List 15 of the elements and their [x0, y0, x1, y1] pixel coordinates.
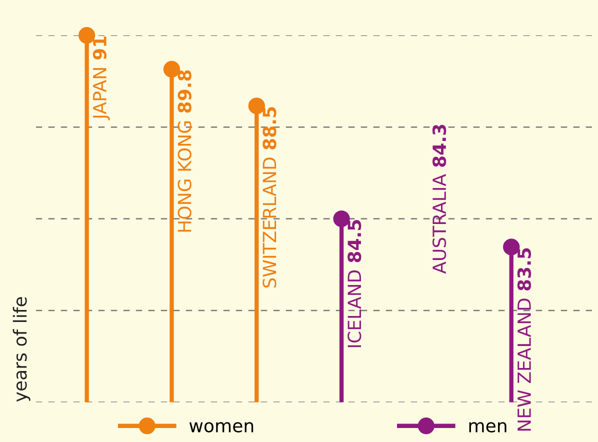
- data-label: 83.5: [517, 248, 532, 290]
- data-label: 88.5: [262, 107, 276, 150]
- data-label: 89.8: [178, 70, 192, 113]
- y-axis-title: years of life: [12, 297, 30, 402]
- x-tick-label: SWITZERLAND: [262, 158, 276, 288]
- data-label: 91: [92, 36, 106, 60]
- data-label: 84.5: [348, 220, 362, 262]
- x-tick-label: JAPAN: [93, 68, 110, 120]
- x-tick-label: AUSTRALIA: [432, 174, 446, 274]
- annotation: 84.3: [432, 124, 446, 167]
- x-tick-label: HONG KONG: [178, 121, 192, 232]
- x-tick-label: NEW ZEALAND: [518, 298, 531, 431]
- legend-label: women: [189, 422, 254, 432]
- x-tick-label: ICELAND: [348, 270, 362, 348]
- legend-label: men: [469, 422, 506, 432]
